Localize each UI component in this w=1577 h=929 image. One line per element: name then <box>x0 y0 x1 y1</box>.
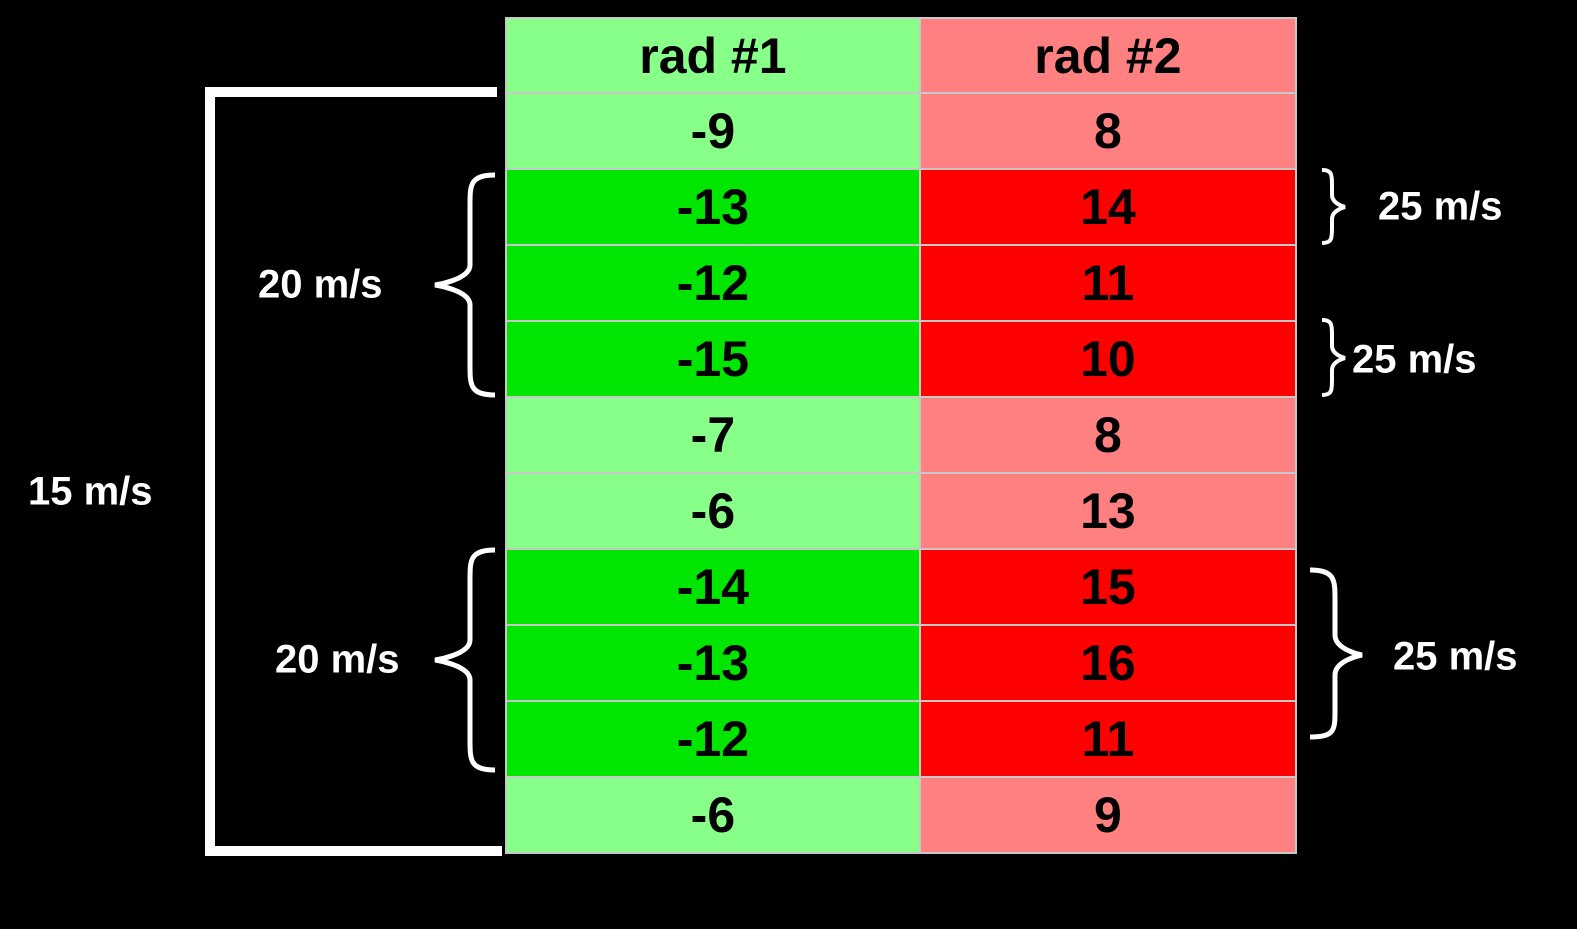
header-row: rad #1 rad #2 <box>505 17 1298 94</box>
table-cell: 9 <box>918 776 1298 854</box>
table-cell: 15 <box>918 548 1298 626</box>
brace-label: 25 m/s <box>1393 634 1518 679</box>
right-brace <box>1321 168 1346 245</box>
table-cell: -6 <box>505 776 921 854</box>
table-row: -14 15 <box>505 548 1298 626</box>
table-cell: 10 <box>918 320 1298 398</box>
table-cell: 14 <box>918 168 1298 246</box>
table-cell: 11 <box>918 700 1298 778</box>
header-cell: rad #2 <box>918 17 1298 94</box>
table-row: -13 14 <box>505 168 1298 246</box>
header-cell: rad #1 <box>505 17 921 94</box>
table-cell: -13 <box>505 168 921 246</box>
table-cell: -12 <box>505 700 921 778</box>
right-brace <box>1321 318 1346 397</box>
brace-label: 20 m/s <box>275 637 400 682</box>
table-row: -6 9 <box>505 776 1298 854</box>
table-cell: -6 <box>505 472 921 550</box>
table-cell: 8 <box>918 396 1298 474</box>
table-cell: 13 <box>918 472 1298 550</box>
table-body: -9 8 -13 14 -12 11 -15 10 -7 8 -6 13 -14 15 -13 16 -12 11… <box>505 92 1298 854</box>
left-brace <box>434 547 496 773</box>
table-cell: 11 <box>918 244 1298 322</box>
table-row: -15 10 <box>505 320 1298 398</box>
table-cell: 8 <box>918 92 1298 170</box>
table-cell: -13 <box>505 624 921 702</box>
table-cell: -9 <box>505 92 921 170</box>
outer-bracket <box>205 87 502 856</box>
left-brace <box>434 172 496 398</box>
table-cell: 16 <box>918 624 1298 702</box>
bracket-label: 15 m/s <box>28 469 153 514</box>
table-row: -6 13 <box>505 472 1298 550</box>
table-cell: -15 <box>505 320 921 398</box>
brace-label: 25 m/s <box>1378 184 1503 229</box>
table-cell: -14 <box>505 548 921 626</box>
brace-label: 20 m/s <box>258 262 383 307</box>
table-row: -13 16 <box>505 624 1298 702</box>
table-cell: -12 <box>505 244 921 322</box>
data-table: rad #1 rad #2 -9 8 -13 14 -12 11 -15 10 -7 8 -6 13-… <box>505 17 1298 854</box>
right-brace <box>1309 567 1363 740</box>
table-row: -9 8 <box>505 92 1298 170</box>
table-row: -7 8 <box>505 396 1298 474</box>
table-row: -12 11 <box>505 700 1298 778</box>
table-row: -12 11 <box>505 244 1298 322</box>
brace-label: 25 m/s <box>1352 337 1477 382</box>
table-cell: -7 <box>505 396 921 474</box>
